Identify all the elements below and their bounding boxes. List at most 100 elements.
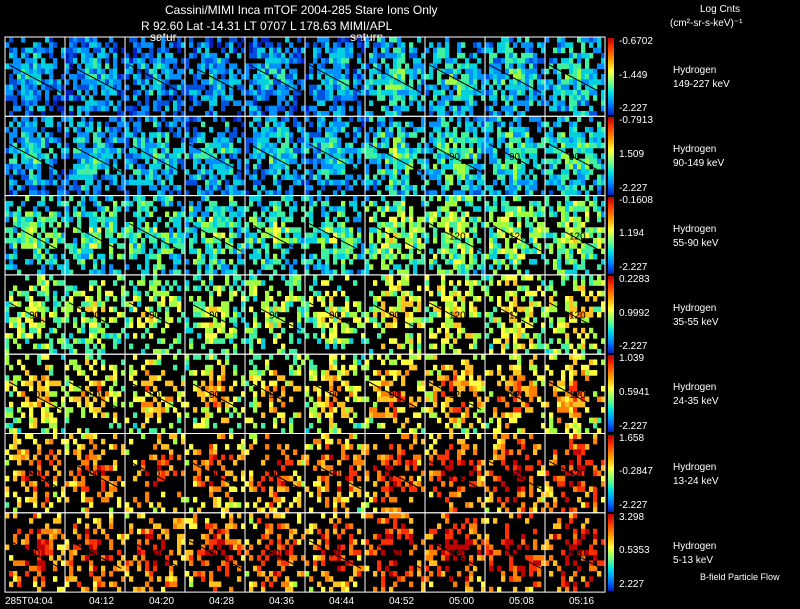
heatmap-cell [453,227,458,233]
heatmap-cell [137,211,142,218]
heatmap-cell [137,243,142,249]
heatmap-cell [29,327,34,334]
heatmap-cell [537,206,542,212]
heatmap-cell [549,126,554,133]
heatmap-cell [161,338,166,344]
heatmap-cell [53,211,58,218]
heatmap-cell [601,105,606,112]
heatmap-cell [449,259,454,265]
heatmap-cell [113,174,118,181]
heatmap-cell [517,63,522,69]
heatmap-cell [313,137,318,143]
heatmap-cell [81,211,86,218]
heatmap-cell [525,137,530,143]
heatmap-cell [173,63,178,69]
heatmap-cell [81,248,86,255]
heatmap-cell [417,333,422,339]
heatmap-cell [45,333,50,339]
heatmap-cell [553,179,558,186]
heatmap-cell [353,74,358,80]
heatmap-cell [369,264,374,270]
heatmap-cell [253,163,258,170]
heatmap-cell [53,227,58,233]
heatmap-cell [349,95,354,101]
heatmap-cell [593,200,598,207]
heatmap-cell [409,47,414,54]
heatmap-cell [173,42,178,48]
heatmap-cell [501,37,506,43]
heatmap-cell [473,158,478,165]
heatmap-cell [473,100,478,106]
heatmap-cell [561,47,566,54]
heatmap-cell [233,343,238,350]
heatmap-cell [25,74,30,80]
heatmap-cell [561,105,566,112]
heatmap-cell [489,126,494,133]
heatmap-cell [433,343,438,350]
plot-subtitle: R 92.60 Lat -14.31 LT 0707 L 178.63 MIMI… [141,19,393,33]
heatmap-cell [85,84,90,91]
heatmap-cell [237,285,242,292]
heatmap-cell [489,148,494,154]
heatmap-cell [209,63,214,69]
heatmap-cell [557,259,562,265]
heatmap-cell [345,74,350,80]
heatmap-cell [133,47,138,54]
heatmap-cell [445,296,450,302]
heatmap-cell [33,343,38,350]
heatmap-cell [41,68,46,75]
heatmap-cell [37,269,42,276]
heatmap-cell [421,227,426,233]
heatmap-cell [377,84,382,91]
heatmap-cell [109,211,114,218]
heatmap-cell [581,137,586,143]
heatmap-cell [217,68,222,75]
heatmap-cell [409,222,414,228]
heatmap-cell [133,121,138,128]
heatmap-cell [461,174,466,181]
heatmap-cell [213,163,218,170]
heatmap-cell [465,153,470,159]
heatmap-cell [473,206,478,212]
heatmap-cell [525,148,530,154]
heatmap-cell [189,89,194,96]
heatmap-cell [33,158,38,165]
heatmap-cell [33,311,38,318]
heatmap-cell [273,338,278,344]
heatmap-cell [417,285,422,292]
heatmap-cell [441,290,446,297]
heatmap-cell [73,248,78,255]
heatmap-cell [493,232,498,239]
heatmap-cell [297,296,302,302]
heatmap-cell [93,148,98,154]
bfield-line [488,222,542,252]
heatmap-cell [145,100,150,106]
heatmap-cell [205,63,210,69]
heatmap-cell [445,237,450,244]
heatmap-cell [445,42,450,48]
heatmap-cell [341,100,346,106]
heatmap-cell [557,269,562,276]
heatmap-cell [525,79,530,85]
heatmap-cell [577,158,582,165]
heatmap-cell [321,327,326,334]
heatmap-cell [61,179,66,186]
heatmap-cell [333,327,338,334]
heatmap-cell [229,63,234,69]
heatmap-cell [53,306,58,313]
heatmap-cell [33,163,38,170]
heatmap-cell [357,58,362,64]
heatmap-cell [105,89,110,96]
heatmap-cell [469,95,474,101]
heatmap-cell [81,243,86,249]
heatmap-cell [565,232,570,239]
heatmap-cell [85,237,90,244]
heatmap-cell [97,285,102,292]
heatmap-cell [173,116,178,122]
heatmap-cell [109,317,114,323]
heatmap-cell [325,269,330,276]
heatmap-cell [241,301,246,307]
heatmap-cell [129,243,134,249]
heatmap-cell [329,327,334,334]
heatmap-cell [277,137,282,143]
